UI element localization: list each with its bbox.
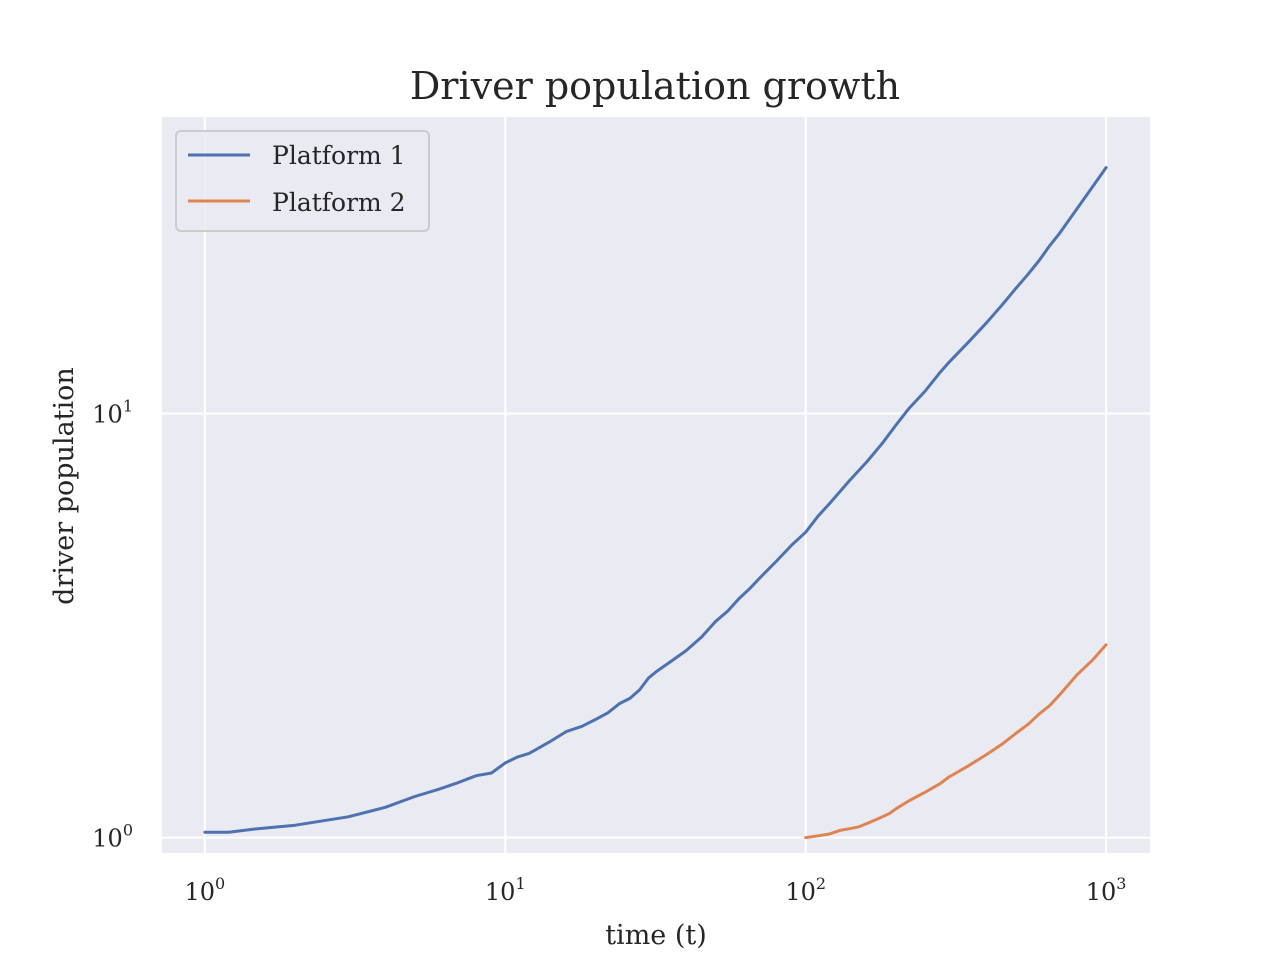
x-axis-label: time (t)	[605, 920, 707, 951]
series-line-platform-2	[804, 643, 1108, 840]
x-tick-label: 100	[184, 874, 225, 906]
x-tick-label: 101	[485, 874, 526, 906]
series-line-platform-1	[203, 166, 1108, 834]
x-axis-ticks: 100 101 102 103	[184, 874, 1126, 906]
legend-label-platform-1: Platform 1	[272, 141, 406, 170]
y-tick-label: 100	[92, 821, 133, 853]
y-axis-label: driver population	[49, 367, 80, 605]
legend-label-platform-2: Platform 2	[272, 188, 406, 217]
plot-area	[162, 117, 1150, 853]
y-axis-ticks: 100 101	[92, 396, 133, 852]
x-tick-label: 102	[785, 874, 826, 906]
series-layer	[203, 166, 1108, 840]
y-tick-label: 101	[92, 396, 133, 428]
chart-title: Driver population growth	[410, 64, 900, 108]
legend: Platform 1 Platform 2	[175, 130, 430, 232]
x-tick-label: 103	[1086, 874, 1127, 906]
grid	[162, 117, 1150, 853]
